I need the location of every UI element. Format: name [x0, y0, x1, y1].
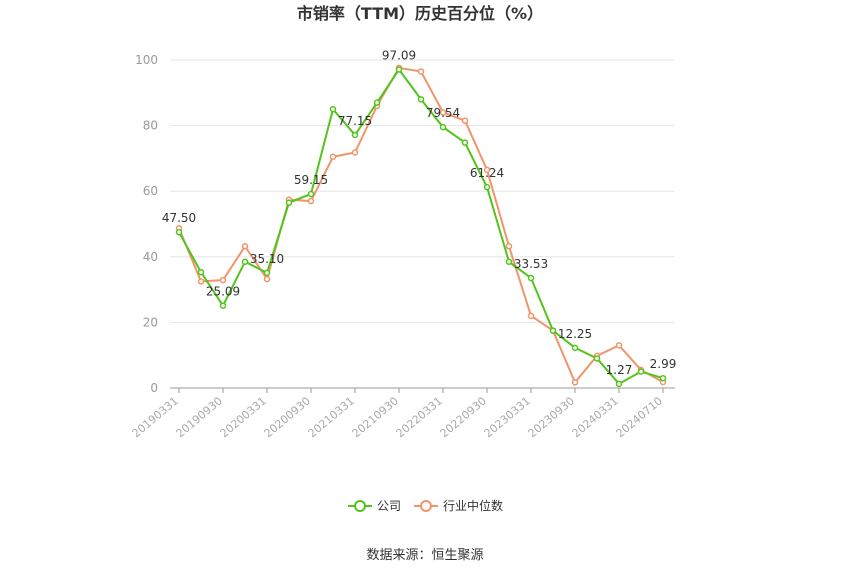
legend: 公司 行业中位数 — [348, 498, 503, 513]
y-tick-label: 100 — [135, 53, 158, 67]
data-point — [527, 312, 535, 320]
data-label: 25.09 — [206, 285, 240, 299]
data-label: 35.10 — [250, 252, 284, 266]
data-point — [241, 258, 249, 265]
data-point — [439, 123, 447, 131]
x-tick-label: 20210331 — [306, 394, 357, 440]
data-point — [593, 355, 601, 362]
data-point — [637, 368, 645, 375]
data-point — [417, 68, 425, 75]
data-point — [615, 342, 623, 349]
legend-marker — [354, 500, 366, 512]
y-tick-label: 80 — [143, 119, 158, 133]
source-note: 数据来源：恒生聚源 — [366, 548, 483, 563]
y-tick-label: 0 — [150, 381, 158, 395]
data-point — [571, 344, 579, 352]
data-point — [527, 274, 535, 282]
data-point — [197, 268, 205, 276]
data-point — [263, 269, 271, 277]
data-point — [505, 258, 513, 265]
series-lines — [175, 64, 667, 388]
data-label: 77.15 — [338, 114, 372, 128]
x-tick-label: 20220930 — [438, 394, 489, 440]
data-point — [219, 276, 227, 284]
data-label: 79.54 — [426, 106, 460, 120]
data-point — [549, 327, 557, 334]
data-point — [263, 275, 271, 283]
x-tick-label: 20230331 — [482, 394, 533, 440]
data-point — [175, 228, 183, 236]
legend-marker — [420, 500, 432, 512]
data-point — [461, 139, 469, 146]
data-label: 59.15 — [294, 173, 328, 187]
grid-lines — [170, 59, 675, 323]
x-tick-label: 20240331 — [570, 394, 621, 440]
data-point — [505, 243, 513, 250]
legend-label: 行业中位数 — [443, 498, 503, 513]
data-label: 97.09 — [382, 49, 416, 63]
data-point — [307, 190, 315, 198]
data-point — [461, 117, 469, 124]
data-point — [439, 109, 447, 116]
data-point — [197, 278, 205, 285]
data-point — [351, 149, 359, 156]
data-point — [659, 374, 667, 382]
chart-title: 市销率（TTM）历史百分位（%） — [297, 4, 543, 23]
x-tick-label: 20220331 — [394, 394, 445, 440]
data-point — [219, 302, 227, 309]
data-label: 33.53 — [514, 257, 548, 271]
legend-item[interactable]: 公司 — [348, 499, 401, 513]
data-label: 1.27 — [606, 363, 633, 377]
data-point — [571, 379, 579, 386]
data-point — [307, 197, 315, 205]
data-point — [615, 380, 623, 388]
data-label: 12.25 — [558, 327, 592, 341]
legend-label: 公司 — [377, 499, 401, 513]
x-tick-label: 20200331 — [218, 394, 269, 440]
data-point — [483, 166, 491, 174]
data-point — [285, 199, 293, 206]
data-label: 2.99 — [650, 357, 677, 371]
data-labels: 47.50 25.09 35.10 59.15 77.15 97.09 79.54 61.24… — [162, 49, 677, 377]
axes: 0 20 40 60 80 100 2019033120190930202003312020… — [130, 53, 675, 440]
data-point — [483, 183, 491, 191]
x-tick-label: 20240710 — [614, 394, 665, 440]
data-point — [241, 243, 249, 250]
data-point — [373, 99, 381, 106]
data-point — [329, 105, 337, 113]
legend-item[interactable]: 行业中位数 — [414, 498, 503, 513]
x-tick-label: 20230930 — [526, 394, 577, 440]
data-point — [329, 153, 337, 161]
data-point — [395, 66, 403, 73]
data-point — [351, 131, 359, 139]
x-tick-label: 20190930 — [174, 394, 225, 440]
data-label: 61.24 — [470, 166, 504, 180]
y-tick-label: 20 — [143, 315, 158, 329]
x-tick-label: 20210930 — [350, 394, 401, 440]
x-tick-label: 20200930 — [262, 394, 313, 440]
data-label: 47.50 — [162, 211, 196, 225]
x-tick-label: 20190331 — [130, 394, 181, 440]
y-tick-label: 40 — [143, 250, 158, 264]
y-tick-label: 60 — [143, 184, 158, 198]
data-point — [417, 96, 425, 103]
